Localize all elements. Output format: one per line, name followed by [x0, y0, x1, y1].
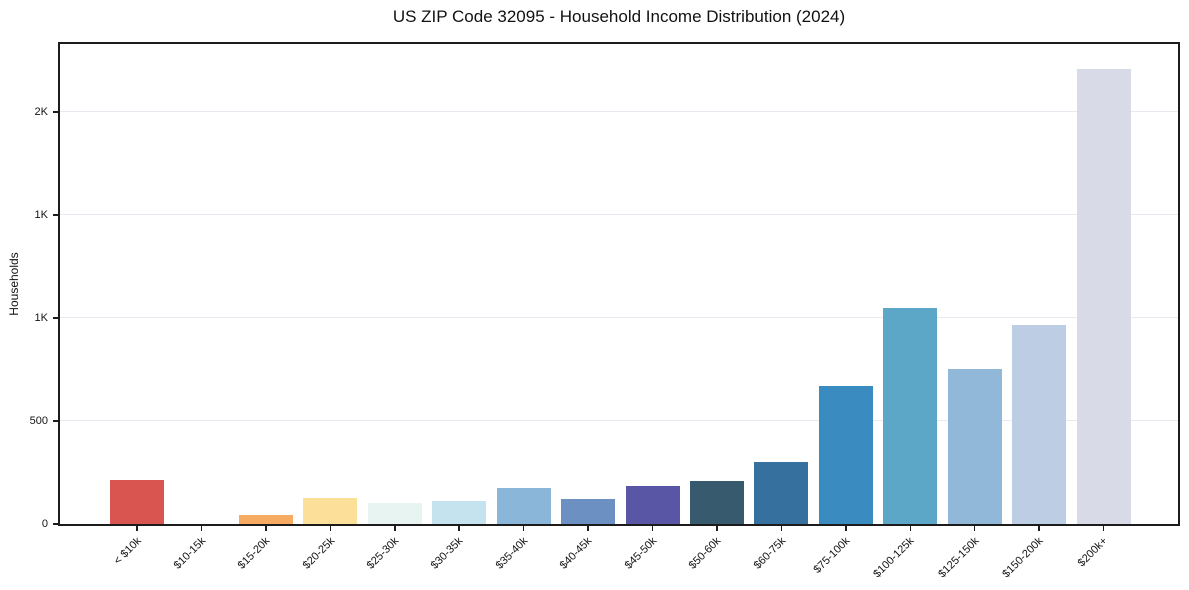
x-tick-label: $60-75k [751, 535, 788, 572]
bar-8 [561, 499, 616, 524]
x-tick-label: $25-30k [364, 535, 402, 572]
y-tick-mark [53, 420, 58, 422]
x-tick-label: $200k+ [1075, 535, 1111, 570]
bar-9 [625, 486, 680, 524]
x-tick-label: $40-45k [557, 535, 595, 572]
bar-5 [367, 503, 422, 524]
bar-13 [883, 308, 938, 524]
bar-1 [110, 480, 164, 524]
gridline-1000 [60, 317, 1178, 319]
x-tick-label: $50-60k [686, 535, 724, 572]
bar-10 [689, 481, 744, 524]
bar-4 [303, 498, 358, 524]
x-tick-mark [845, 526, 847, 531]
x-tick-label: < $10k [111, 535, 144, 568]
x-tick-label: $35-40k [493, 535, 531, 572]
x-tick-mark [1038, 526, 1040, 531]
y-tick-label: 0 [41, 518, 48, 530]
x-tick-label: $125-150k [935, 535, 982, 581]
bar-7 [496, 488, 551, 524]
y-axis-label: Households [7, 252, 21, 316]
bar-3 [238, 515, 293, 524]
y-tick-mark [53, 214, 58, 216]
y-tick-label: 2K [34, 105, 48, 118]
x-tick-mark [458, 526, 460, 531]
x-tick-mark [136, 526, 138, 531]
bar-15 [1012, 325, 1067, 524]
x-tick-label: $20-25k [300, 535, 337, 572]
x-tick-mark [716, 526, 718, 531]
x-tick-mark [780, 526, 783, 531]
x-tick-mark [1102, 526, 1105, 531]
bar-16 [1076, 69, 1131, 524]
x-tick-label: $30-35k [429, 535, 466, 572]
x-tick-mark [651, 526, 654, 531]
x-tick-label: $150-200k [1000, 535, 1046, 581]
x-tick-label: $15-20k [235, 535, 273, 572]
x-tick-mark [265, 526, 267, 531]
x-tick-label: $10-15k [171, 535, 208, 572]
x-tick-mark [909, 526, 912, 531]
y-tick-mark [53, 523, 58, 525]
x-tick-label: $45-50k [622, 535, 660, 572]
x-tick-mark [587, 526, 589, 531]
y-tick-mark [53, 317, 58, 319]
x-tick-mark [973, 526, 976, 531]
chart-title: US ZIP Code 32095 - Household Income Dis… [392, 7, 846, 26]
y-tick-label: 1K [34, 311, 48, 324]
x-tick-mark [394, 526, 396, 531]
y-tick-label: 500 [29, 414, 48, 427]
y-tick-label: 1K [34, 208, 48, 221]
plot-area [58, 42, 1180, 526]
bar-11 [754, 462, 809, 524]
gridline-1500 [60, 214, 1178, 216]
y-tick-mark [53, 111, 58, 113]
gridline-2000 [60, 111, 1178, 113]
x-tick-mark [522, 526, 525, 531]
x-tick-mark [200, 526, 203, 531]
x-tick-label: $75-100k [811, 535, 853, 576]
gridline-500 [60, 420, 1178, 422]
bar-12 [818, 386, 873, 524]
bar-6 [432, 501, 487, 524]
x-tick-label: $100-125k [871, 535, 917, 581]
bar-14 [947, 369, 1002, 524]
x-tick-mark [329, 526, 332, 531]
